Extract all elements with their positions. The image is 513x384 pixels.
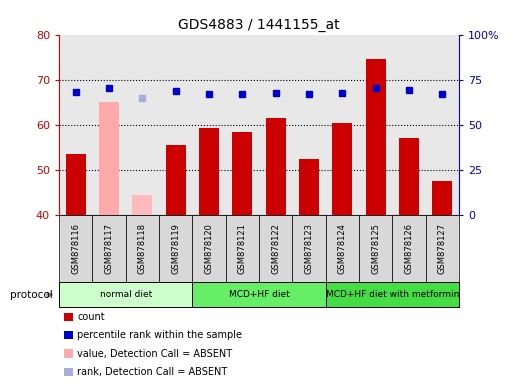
Text: GSM878117: GSM878117 [105,223,113,274]
Text: rank, Detection Call = ABSENT: rank, Detection Call = ABSENT [77,367,228,377]
Text: GSM878123: GSM878123 [305,223,313,274]
Text: GSM878121: GSM878121 [238,223,247,274]
Bar [266,118,286,215]
Text: percentile rank within the sample: percentile rank within the sample [77,330,243,340]
Bar [332,122,352,215]
Title: GDS4883 / 1441155_at: GDS4883 / 1441155_at [178,18,340,32]
Bar [166,145,186,215]
Text: MCD+HF diet with metformin: MCD+HF diet with metformin [326,290,459,299]
Bar [299,159,319,215]
Bar [99,102,119,215]
Text: GSM878118: GSM878118 [138,223,147,274]
Text: GSM878124: GSM878124 [338,223,347,274]
Text: normal diet: normal diet [100,290,152,299]
Text: GSM878127: GSM878127 [438,223,447,274]
Text: GSM878125: GSM878125 [371,223,380,274]
Bar [432,181,452,215]
Bar [132,195,152,215]
Text: count: count [77,312,105,322]
Bar [366,60,386,215]
Text: GSM878126: GSM878126 [405,223,413,274]
Bar [399,138,419,215]
Bar [199,128,219,215]
Bar [66,154,86,215]
Text: GSM878116: GSM878116 [71,223,80,274]
Text: value, Detection Call = ABSENT: value, Detection Call = ABSENT [77,349,232,359]
Text: MCD+HF diet: MCD+HF diet [229,290,289,299]
Text: protocol: protocol [10,290,53,300]
Text: GSM878122: GSM878122 [271,223,280,274]
Bar [232,132,252,215]
Text: GSM878120: GSM878120 [205,223,213,274]
Text: GSM878119: GSM878119 [171,223,180,274]
